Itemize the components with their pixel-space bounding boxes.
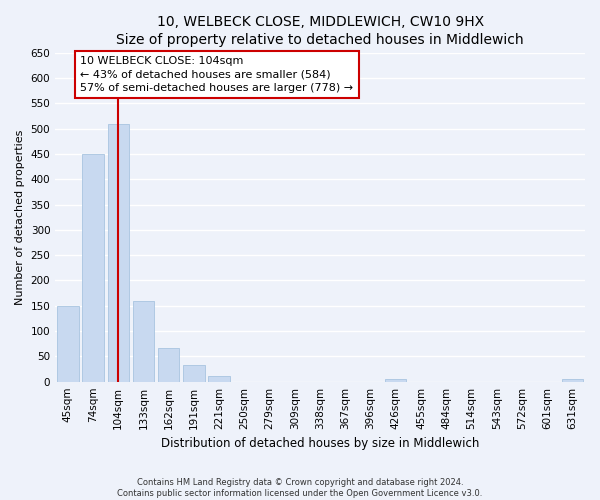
Bar [82,154,104,382]
Bar [385,379,406,382]
Bar [107,124,129,382]
Text: Contains HM Land Registry data © Crown copyright and database right 2024.
Contai: Contains HM Land Registry data © Crown c… [118,478,482,498]
Bar [208,376,230,382]
Title: 10, WELBECK CLOSE, MIDDLEWICH, CW10 9HX
Size of property relative to detached ho: 10, WELBECK CLOSE, MIDDLEWICH, CW10 9HX … [116,15,524,48]
Bar [158,348,179,382]
X-axis label: Distribution of detached houses by size in Middlewich: Distribution of detached houses by size … [161,437,479,450]
Bar [562,379,583,382]
Text: 10 WELBECK CLOSE: 104sqm
← 43% of detached houses are smaller (584)
57% of semi-: 10 WELBECK CLOSE: 104sqm ← 43% of detach… [80,56,353,92]
Bar [133,300,154,382]
Y-axis label: Number of detached properties: Number of detached properties [15,130,25,305]
Bar [57,306,79,382]
Bar [183,366,205,382]
